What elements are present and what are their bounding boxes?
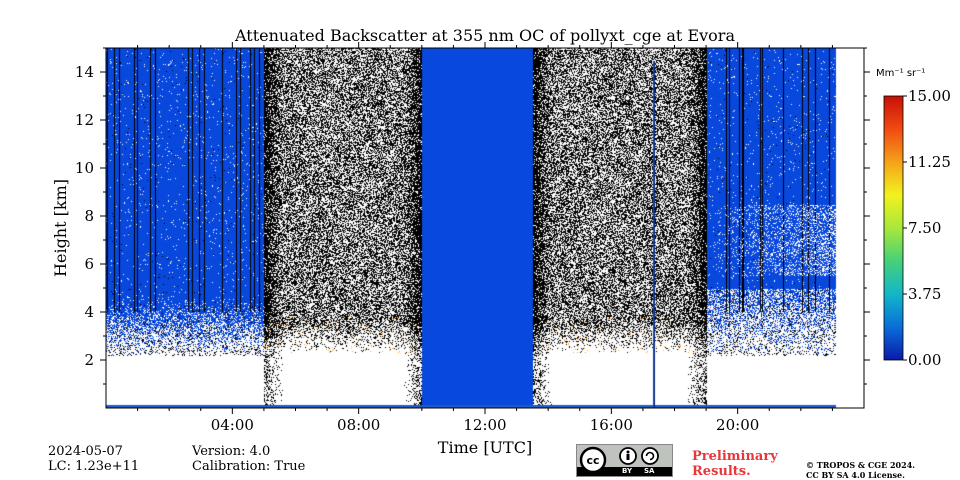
preliminary-notice: Preliminary Results.: [692, 449, 778, 479]
x-tick-label: 08:00: [337, 416, 380, 434]
copyright-line2: CC BY SA 4.0 License.: [806, 470, 905, 480]
y-axis-label: Height [km]: [51, 179, 70, 277]
sa-icon: [641, 447, 659, 465]
x-axis-label: Time [UTC]: [438, 438, 532, 457]
y-axis: 2 4 6 8 10 12 14: [75, 47, 870, 385]
date-info: 2024-05-07 LC: 1.23e+11: [48, 444, 139, 474]
cc-license-badge: cc BY SA: [576, 444, 673, 477]
x-tick-label: 12:00: [463, 416, 506, 434]
y-tick-label: 4: [84, 303, 94, 321]
colorbar-tick-label: 0.00: [908, 351, 941, 369]
colorbar-unit: Mm⁻¹ sr⁻¹: [876, 68, 925, 79]
copyright-line1: © TROPOS & CGE 2024.: [806, 460, 916, 470]
backscatter-heatmap: [106, 48, 864, 408]
cc-icon: [579, 446, 607, 474]
by-label: BY: [622, 467, 633, 475]
x-tick-label: 04:00: [211, 416, 254, 434]
x-tick-label: 16:00: [590, 416, 633, 434]
date-label: 2024-05-07: [48, 444, 123, 459]
preliminary-line2: Results.: [692, 464, 751, 479]
colorbar-tick-label: 7.50: [908, 219, 941, 237]
y-tick-label: 2: [84, 351, 94, 369]
calibration-label: Calibration: True: [192, 459, 306, 474]
preliminary-line1: Preliminary: [692, 449, 778, 464]
version-label: Version: 4.0: [192, 444, 271, 459]
y-tick-label: 12: [75, 111, 94, 129]
copyright-notice: © TROPOS & CGE 2024. CC BY SA 4.0 Licens…: [806, 460, 915, 480]
y-tick-label: 6: [84, 255, 94, 273]
chart-title: Attenuated Backscatter at 355 nm OC of p…: [234, 26, 735, 45]
y-tick-label: 14: [75, 63, 94, 81]
x-tick-label: 20:00: [716, 416, 759, 434]
lc-label: LC: 1.23e+11: [48, 459, 140, 474]
colorbar-tick-label: 15.00: [908, 87, 951, 105]
colorbar-tick-label: 11.25: [908, 153, 951, 171]
colorbar-tick-label: 3.75: [908, 285, 941, 303]
colorbar: [883, 95, 904, 361]
colorbar-ticks: 0.00 3.75 7.50 11.25 15.00: [903, 87, 951, 369]
svg-text:cc: cc: [586, 454, 599, 467]
y-tick-label: 8: [84, 207, 94, 225]
plot-area: [106, 48, 864, 408]
y-tick-label: 10: [75, 159, 94, 177]
sa-label: SA: [644, 467, 655, 475]
version-info: Version: 4.0 Calibration: True: [192, 444, 305, 474]
x-axis: 04:00 08:00 12:00 16:00 20:00: [137, 42, 833, 434]
